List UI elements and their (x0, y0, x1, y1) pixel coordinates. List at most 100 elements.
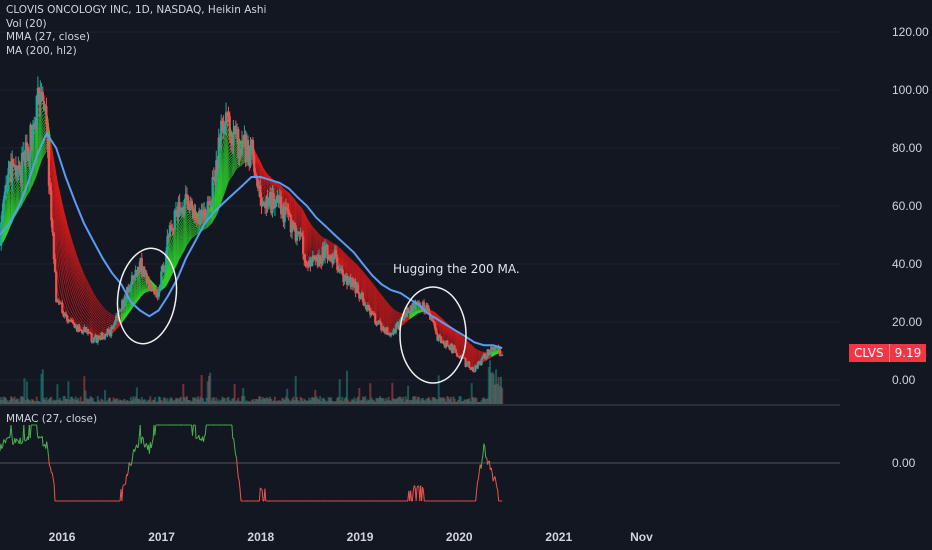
ribbon-segment (169, 236, 172, 242)
ribbon-segment (15, 196, 18, 200)
ribbon-segment (373, 308, 376, 313)
ribbon-segment (9, 205, 12, 209)
ribbon-segment (261, 170, 264, 175)
ribbon-segment (384, 321, 387, 324)
ribbon-segment (98, 331, 101, 334)
ribbon-segment (344, 267, 347, 270)
ribbon-segment (234, 148, 237, 151)
ribbon-segment (37, 143, 40, 148)
ribbon-segment (223, 170, 226, 176)
ribbon-segment (385, 319, 388, 322)
ribbon-segment (446, 333, 449, 336)
ribbon-segment (305, 230, 308, 235)
ribbon-segment (97, 326, 100, 329)
ribbon-segment (143, 284, 146, 286)
ribbon-segment (59, 225, 62, 235)
ribbon-segment (291, 214, 294, 218)
ribbon-segment (213, 187, 216, 190)
ribbon-segment (438, 322, 441, 325)
ribbon-segment (303, 240, 306, 246)
ribbon-segment (23, 177, 27, 182)
ribbon-segment (94, 326, 97, 330)
ribbon-segment (390, 320, 393, 323)
volume-bar (350, 399, 353, 404)
ribbon-segment (58, 215, 61, 226)
ribbon-segment (8, 191, 11, 200)
volume-bar (200, 375, 203, 404)
ribbon-segment (437, 330, 440, 333)
ribbon-segment (66, 270, 69, 277)
ribbon-segment (462, 345, 465, 348)
ribbon-segment (288, 201, 290, 204)
ribbon-segment (467, 354, 470, 357)
volume-bar (188, 400, 191, 404)
volume-bar (365, 400, 368, 404)
ribbon-segment (342, 264, 346, 267)
ribbon-segment (305, 239, 308, 244)
ribbon-segment (339, 257, 342, 259)
ribbon-segment (150, 282, 152, 284)
ribbon-segment (384, 323, 387, 325)
ribbon-segment (89, 317, 93, 321)
ribbon-segment (60, 241, 63, 251)
volume-bar (410, 400, 413, 404)
ribbon-segment (465, 352, 468, 354)
ribbon-segment (366, 290, 369, 293)
ribbon-segment (297, 228, 300, 231)
ribbon-segment (58, 267, 61, 277)
ribbon-segment (466, 355, 469, 358)
ribbon-segment (137, 286, 140, 289)
ribbon-segment (83, 316, 86, 319)
ribbon-segment (310, 253, 312, 256)
ribbon-segment (305, 234, 308, 239)
ribbon-segment (461, 348, 464, 351)
ribbon-segment (56, 241, 60, 254)
ribbon-segment (264, 193, 267, 195)
ribbon-segment (358, 277, 361, 281)
ribbon-segment (387, 324, 389, 327)
volume-bar (470, 383, 473, 404)
ribbon-segment (88, 316, 91, 319)
volume-bar (278, 400, 281, 404)
ribbon-segment (33, 134, 36, 138)
ribbon-segment (85, 318, 88, 321)
ribbon-segment (290, 211, 293, 214)
volume-bar (250, 399, 253, 404)
ribbon-segment (267, 181, 270, 184)
ribbon-segment (60, 271, 63, 280)
volume-bar (261, 397, 264, 404)
ribbon-segment (72, 315, 75, 318)
volume-bar (449, 396, 452, 404)
ribbon-segment (74, 285, 77, 290)
ribbon-segment (63, 238, 66, 246)
ribbon-segment (441, 325, 445, 329)
volume-bar (328, 397, 331, 404)
ribbon-segment (223, 147, 226, 154)
volume-bar (95, 401, 98, 404)
ribbon-segment (456, 339, 459, 342)
ribbon-segment (229, 154, 232, 157)
ribbon-segment (170, 256, 173, 260)
ribbon-segment (74, 308, 77, 312)
ribbon-segment (125, 307, 128, 312)
ribbon-segment (137, 284, 140, 287)
ribbon-segment (71, 316, 74, 320)
ribbon-segment (185, 220, 188, 225)
volume-bar (60, 400, 63, 404)
ribbon-segment (71, 307, 74, 311)
ribbon-segment (234, 140, 237, 143)
ribbon-segment (363, 295, 366, 298)
ribbon-segment (32, 155, 35, 160)
ribbon-segment (301, 225, 304, 230)
ribbon-segment (228, 145, 231, 148)
ribbon-segment (367, 300, 370, 303)
volume-bar (44, 399, 47, 404)
ribbon-segment (86, 319, 89, 322)
ribbon-segment (33, 152, 36, 156)
volume-bar (281, 397, 284, 404)
ribbon-segment (358, 284, 361, 287)
volume-bar (408, 400, 411, 404)
ribbon-segment (457, 347, 460, 350)
ribbon-segment (368, 300, 371, 304)
